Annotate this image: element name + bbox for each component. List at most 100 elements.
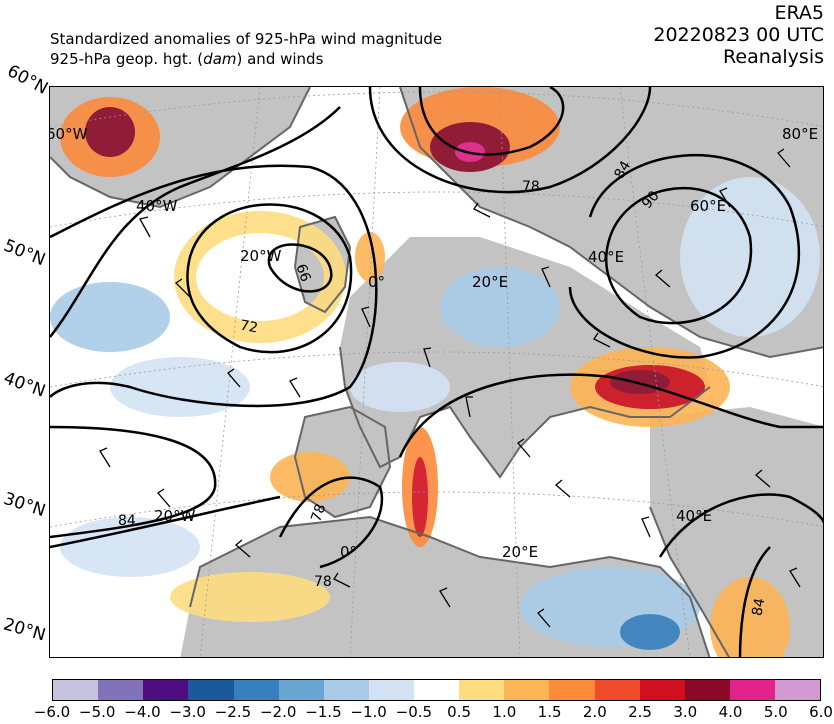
colorbar-tick-label: 0.5: [447, 703, 472, 721]
coast-europe: [339, 346, 711, 479]
graticule: [50, 87, 823, 657]
anomaly-red-4: [412, 457, 428, 537]
colorbar-segment: [775, 680, 821, 700]
barb: [99, 447, 111, 468]
colorbar-segment: [53, 680, 99, 700]
barb: [174, 278, 191, 298]
grid-label-40w: 40°W: [136, 197, 178, 215]
colorbar-tick-label: 1.5: [537, 703, 562, 721]
parallel-30: [50, 491, 823, 528]
coast-british: [293, 215, 352, 314]
colorbar-segment: [143, 680, 189, 700]
coast-greenland: [50, 87, 311, 209]
lat-label-60n: 60°N: [3, 61, 52, 99]
colorbar: [52, 679, 821, 701]
barb: [439, 587, 451, 608]
barb: [227, 368, 241, 388]
parallel-60: [50, 91, 823, 128]
colorbar-tick-label: 2.5: [628, 703, 652, 721]
contour-90: [605, 187, 753, 325]
source-label: ERA5: [774, 2, 824, 24]
colorbar-tick-label: −0.5: [395, 703, 433, 721]
wind-barbs: [99, 148, 801, 628]
anomaly-blue-6: [620, 614, 680, 650]
coast-middle-east: [649, 506, 731, 657]
colorbar-tick-label: −1.0: [350, 703, 387, 721]
run-info: ERA5 20220823 00 UTC Reanalysis: [653, 2, 824, 68]
colorbar-tick-label: 1.0: [492, 703, 517, 721]
barb: [777, 148, 791, 168]
colorbar-tick-label: 2.0: [582, 703, 607, 721]
grid-label-80e: 80°E: [782, 125, 819, 143]
anomaly-blue-4: [440, 267, 560, 347]
barb: [139, 216, 151, 238]
anomaly-blue-1: [50, 282, 170, 352]
barb: [789, 567, 801, 588]
barb: [554, 479, 571, 498]
barb: [473, 202, 491, 218]
parallel-40: [50, 351, 823, 388]
colorbar-segment: [414, 680, 460, 700]
anomaly-orange-5: [270, 452, 350, 502]
barb: [234, 539, 251, 558]
colorbar-tick-label: 4.0: [718, 703, 743, 721]
colorbar-segment: [729, 680, 775, 700]
colorbar-segment: [323, 680, 369, 700]
barb: [361, 306, 371, 328]
colorbar-tick-label: −2.5: [214, 703, 252, 721]
colorbar-segment: [98, 680, 144, 700]
grid-label-20e: 20°E: [472, 273, 509, 291]
colorbar-tick-label: −2.0: [259, 703, 297, 721]
contour-med: [398, 373, 823, 458]
anomaly-red-1: [85, 107, 135, 157]
meridian-0: [349, 87, 381, 657]
contour-north: [418, 87, 565, 156]
map-panel: 60°W 40°W 20°W 0° 20°E 40°E 60°E 80°E 20…: [49, 86, 824, 658]
coast-iberia: [293, 405, 392, 519]
datetime-label: 20220823 00 UTC: [653, 24, 824, 46]
barb: [593, 332, 611, 348]
contour-78-africa: [278, 476, 384, 569]
coastlines: [50, 87, 823, 657]
map-svg: [50, 87, 823, 657]
colorbar-segment: [233, 680, 279, 700]
barb: [465, 396, 473, 418]
grid-label-60e: 60°E: [690, 197, 727, 215]
parallel-50: [50, 191, 823, 228]
contour-78-west: [50, 164, 378, 408]
contour-84-africa: [50, 495, 281, 549]
barb: [754, 469, 771, 488]
title-line-2-pre: 925-hPa geop. hgt. (: [50, 50, 204, 68]
grid-label-0: 0°: [368, 273, 386, 291]
grid-label-20w: 20°W: [240, 247, 282, 265]
barb: [289, 377, 301, 398]
colorbar-tick-label: 3.0: [673, 703, 698, 721]
title-unit: dam: [203, 50, 237, 68]
anomaly-orange-7: [355, 232, 385, 282]
contour-label-78-south: 78: [314, 574, 332, 590]
colorbar-segment: [368, 680, 414, 700]
grid-label-40e: 40°E: [588, 248, 625, 266]
contour-label-72: 72: [238, 317, 260, 337]
anomaly-orange-6: [710, 577, 790, 657]
contour-84-mid: [50, 106, 341, 338]
coast-africa: [189, 515, 711, 657]
contour-label-84-south: 84: [118, 513, 136, 529]
colorbar-tick-label: −1.5: [305, 703, 342, 721]
barb: [333, 572, 351, 588]
contour-72: [186, 203, 353, 354]
contour-east-south: [658, 493, 823, 558]
barb: [517, 438, 531, 458]
colorbar-segment: [459, 680, 505, 700]
colorbar-tick-label: 5.0: [763, 703, 788, 721]
anomaly-yellow-2: [170, 572, 330, 622]
colorbar-tick-label: −3.0: [169, 703, 206, 721]
contour-label-78-north: 78: [522, 179, 540, 195]
barb: [537, 608, 551, 628]
meridian-20e: [499, 87, 521, 657]
lat-label-50n: 50°N: [0, 235, 49, 271]
grid-label-40e-south: 40°E: [676, 507, 713, 525]
grid-label-20w-south: 20°W: [154, 507, 196, 525]
contour-84-south: [50, 425, 217, 539]
title-line-2: 925-hPa geop. hgt. (dam) and winds: [50, 49, 442, 69]
